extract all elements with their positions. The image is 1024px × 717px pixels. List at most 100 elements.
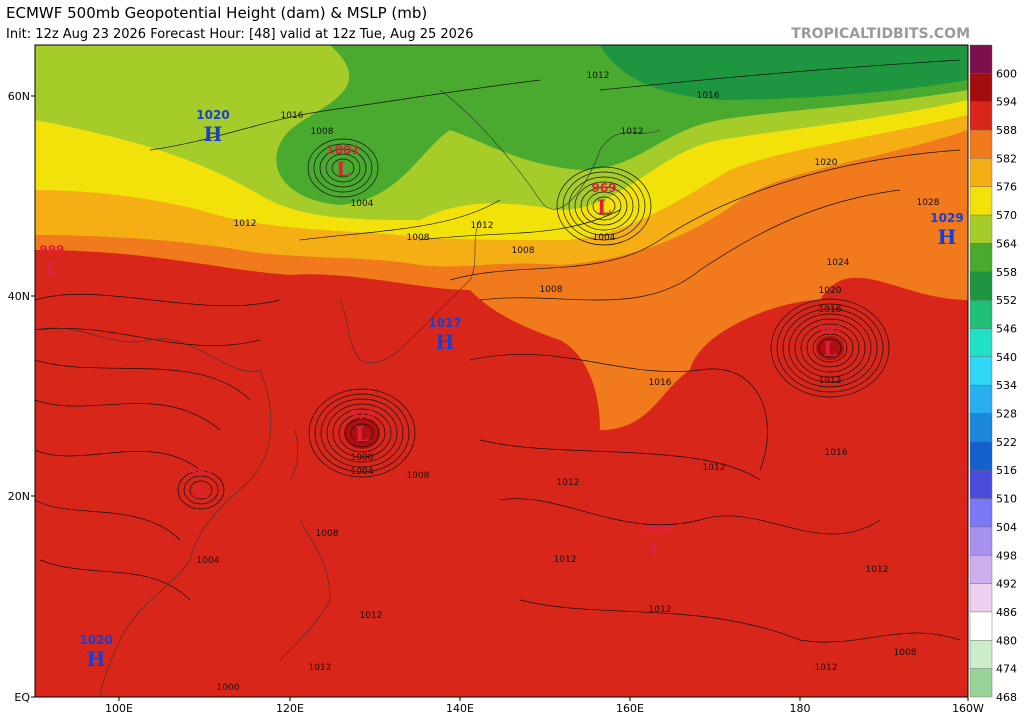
colorbar-label: 498 [996,549,1017,562]
isobar-label: 1016 [697,91,720,101]
center-value: 1020 [79,633,112,647]
isobar-label: 1012 [234,219,257,229]
lon-label: 100E [105,702,133,715]
isobar-label: 1004 [197,556,220,566]
colorbar-cell [969,158,993,187]
isobar-label: 1016 [825,448,848,458]
isobar-label: 1000 [217,683,240,693]
isobar-label: 1012 [649,605,672,615]
colorbar-label: 600 [996,67,1017,80]
isobar-ring [574,181,634,231]
center-value: 1020 [196,108,229,122]
isobar-ring [326,403,398,463]
center-letter: L [336,157,350,181]
low-rings [177,138,890,510]
isobar-ring [556,166,652,246]
isobar-label: 1012 [703,463,726,473]
center-value: 1008 [639,523,672,537]
colorbar-cell [969,271,993,301]
center-letter: H [87,647,106,671]
colorbar-label: 528 [996,408,1017,421]
isobar-ring [307,138,379,198]
colorbar-label: 510 [996,493,1017,506]
colorbar-cell [969,299,993,329]
colorbar-cell [969,611,993,641]
isobar-ring [338,413,386,453]
lat-label: 40N [8,290,30,303]
center-letter: H [204,122,223,146]
colorbar-label: 540 [996,351,1017,364]
center-value: 969 [591,181,616,195]
title: ECMWF 500mb Geopotential Height (dam) & … [6,4,427,22]
isobar-ring [776,303,884,393]
lat-label: 60N [8,90,30,103]
colorbar-label: 594 [996,96,1017,109]
colorbar-cell [969,526,993,556]
isobar-label: 1012 [360,611,383,621]
isobar-ring [782,308,878,388]
colorbar-label: 564 [996,237,1017,250]
isobar-label: 1012 [587,71,610,81]
isobar-ring [586,191,622,221]
lon-label: 120E [276,702,304,715]
isobar-label: 1008 [407,233,430,243]
isobar-ring [580,186,628,226]
colorbar-label: 492 [996,578,1017,591]
center-value: 991 [188,465,213,479]
isobar-ring [350,423,374,443]
coastlines [35,89,661,697]
lon-label: 160E [616,702,644,715]
isobar-ring [331,158,355,178]
colorbar-cell [969,129,993,159]
isobar-label: 1004 [351,467,374,477]
center-letter: H [938,225,957,249]
isobar-ring [325,153,361,183]
isobar-label: 1012 [815,663,838,673]
isobar-ring [562,171,646,241]
colorbar-cell [969,186,993,216]
isobar-label: 1012 [309,663,332,673]
colorbar-cell [969,243,993,272]
isobar-ring [568,176,640,236]
colorbar-label: 504 [996,521,1017,534]
isobar-ring [788,313,872,383]
center-letter: L [45,257,59,281]
isobar-ring [770,298,890,398]
colorbar-label: 588 [996,124,1017,137]
colorbar-label: 534 [996,379,1017,392]
isobar-ring [344,418,380,448]
lon-label: 140E [446,702,474,715]
colorbar-cell [969,668,993,698]
center-value: 992 [817,323,842,337]
colorbar-cell [969,640,993,669]
isobar-ring [806,328,854,368]
colorbar-cell [969,384,993,414]
isobar-label: 1012 [554,555,577,565]
isobar-label: 1004 [351,199,374,209]
isobar-ring [319,148,367,188]
center-letter: L [194,479,208,503]
isobar-ring [818,338,842,358]
isobar-ring [189,480,213,500]
isobar-ring [332,408,392,458]
lon-label: 180 [790,702,811,715]
colorbar-cell [969,583,993,613]
isobar-label: 1020 [815,158,838,168]
center-letter: L [597,195,611,219]
isobar-label: 1012 [866,565,889,575]
isobar-label: 1016 [649,378,672,388]
map-frame [34,44,969,698]
center-letter: L [355,422,369,446]
colorbar-label: 516 [996,464,1017,477]
isobar-label: 1024 [827,258,850,268]
band-594 [344,417,380,449]
isobar-label: 1008 [311,127,334,137]
isobar-ring [313,143,373,193]
isobar-label: 1008 [316,529,339,539]
axes: 60N 40N 20N EQ 100E 120E 140E 160E 180 160W [8,90,984,715]
isobar-label: 1008 [894,648,917,658]
isobar-label: 1012 [819,376,842,386]
colorbar-cell [969,356,993,386]
